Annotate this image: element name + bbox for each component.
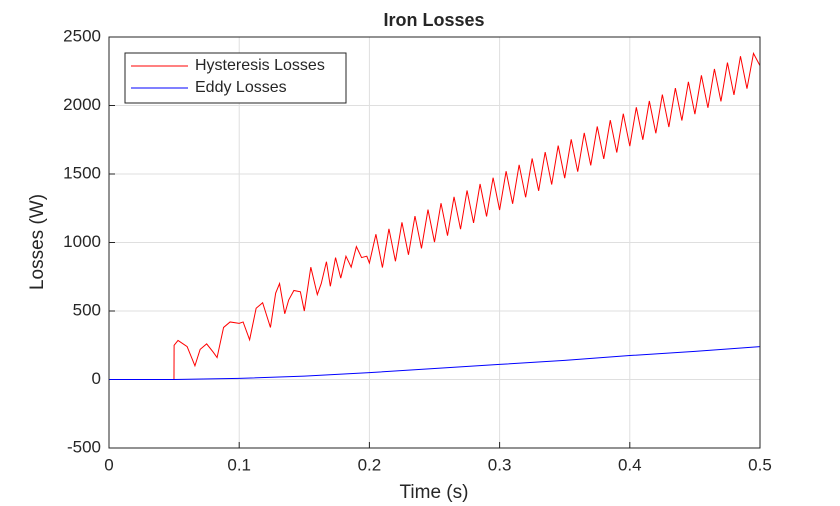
y-tick-label: 2000 xyxy=(63,95,101,114)
y-tick-label: 1000 xyxy=(63,232,101,251)
y-tick-label: 500 xyxy=(73,300,101,319)
x-tick-label: 0.1 xyxy=(227,455,251,474)
x-tick-label: 0 xyxy=(104,455,113,474)
data-line xyxy=(109,51,761,380)
y-tick-label: 0 xyxy=(92,369,101,388)
x-tick-label: 0.5 xyxy=(748,455,772,474)
legend-label: Hysteresis Losses xyxy=(195,57,325,74)
y-tick-label: 2500 xyxy=(63,26,101,45)
data-line xyxy=(109,346,761,380)
legend-label: Eddy Losses xyxy=(195,79,287,96)
axes-box xyxy=(108,36,761,449)
chart-title: Iron Losses xyxy=(383,10,484,30)
legend-box xyxy=(124,52,347,104)
x-tick-label: 0.4 xyxy=(618,455,642,474)
y-axis-label: Losses (W) xyxy=(27,194,48,290)
y-tick-label: -500 xyxy=(67,437,101,456)
x-tick-label: 0.2 xyxy=(358,455,382,474)
x-tick-label: 0.3 xyxy=(488,455,512,474)
y-tick-label: 1500 xyxy=(63,163,101,182)
x-axis-label: Time (s) xyxy=(400,482,469,503)
